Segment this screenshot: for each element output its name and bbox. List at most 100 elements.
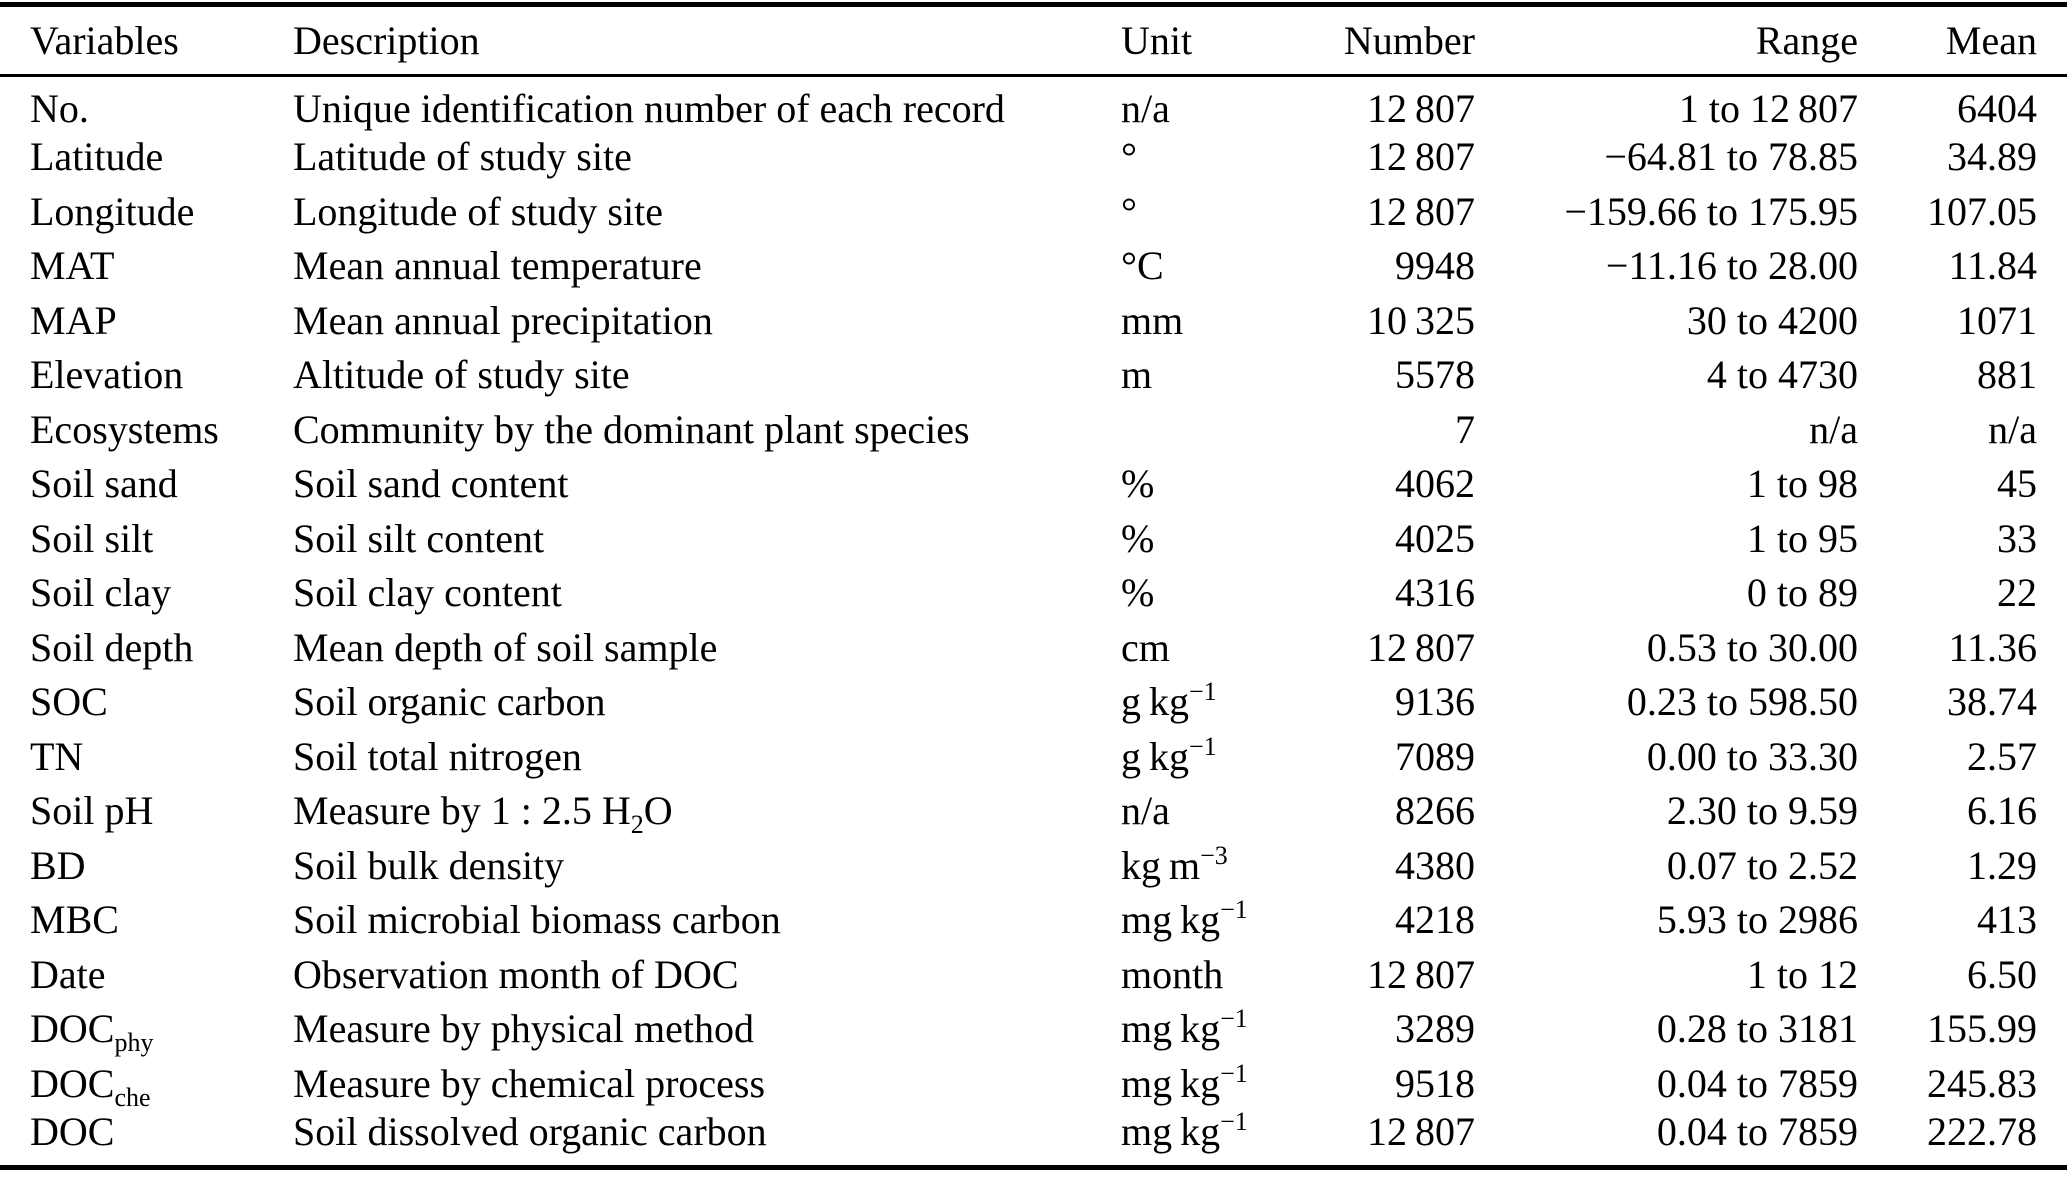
cell-description: Mean depth of soil sample [293,624,718,670]
text-segment: kg m [1121,842,1201,888]
column-header-number: Number [1343,17,1475,63]
cell-mean: 881 [1977,352,2037,398]
table-row: BD Soil bulk density kg m−3 4380 0.07 to 2.5… [0,839,2067,894]
cell-range: 1 to 98 [1746,461,1858,507]
sup-text: −1 [1189,731,1217,761]
cell-description: Community by the dominant plant species [293,406,970,452]
cell-description: Soil clay content [293,570,562,616]
cell-number: 10 325 [1366,297,1475,343]
cell-number: 12 807 [1366,1109,1475,1154]
sup-text: −1 [1220,895,1248,925]
cell-variable: Longitude [30,188,195,234]
cell-unit: g kg−1 [1121,730,1333,785]
cell-description: Mean annual precipitation [293,297,713,343]
table-row: DOCphy Measure by physical method mg kg−1 3… [0,1002,2067,1057]
table-header: Variables Description Unit Number Range Mean [0,5,2067,76]
table-row: Soil silt Soil silt content% 4025 1 to 95 33 [0,512,2067,567]
cell-unit: % [1121,515,1155,561]
cell-variable: Soil depth [30,624,194,670]
cell-mean: 33 [1997,515,2037,561]
cell-description: Measure by 1 : 2.5 H2O [293,784,1121,839]
cell-description: Mean annual temperature [293,243,702,289]
column-header-range: Range [1755,17,1858,63]
cell-unit: mg kg−1 [1121,893,1333,948]
cell-mean: n/a [1988,406,2037,452]
cell-description: Longitude of study site [293,188,663,234]
cell-description: Measure by chemical process [293,1060,766,1106]
cell-unit: cm [1121,624,1170,670]
cell-variable: Soil silt [30,515,154,561]
cell-description: Soil microbial biomass carbon [293,897,781,943]
cell-variable: MAP [30,297,117,343]
sup-text: −1 [1220,1107,1248,1136]
cell-mean: 2.57 [1967,733,2037,779]
sub-text: phy [114,1028,154,1058]
cell-number: 4316 [1395,570,1475,616]
cell-mean: 155.99 [1927,1006,2037,1052]
cell-range: 0.04 to 7859 [1656,1109,1858,1154]
cell-unit: ° [1121,188,1137,234]
table-row: Soil pH Measure by 1 : 2.5 H2O n/a 8266 2.30… [0,784,2067,839]
cell-mean: 6.50 [1967,951,2037,997]
cell-unit: °C [1121,243,1164,289]
cell-unit: mg kg−1 [1121,1002,1333,1057]
cell-number: 4380 [1395,842,1475,888]
cell-number: 12 807 [1366,134,1475,180]
cell-description: Observation month of DOC [293,951,739,997]
cell-description: Soil sand content [293,461,569,507]
sub-text: 2 [630,810,644,840]
cell-number: 12 807 [1366,624,1475,670]
cell-variable: Date [30,951,106,997]
cell-mean: 45 [1997,461,2037,507]
cell-number: 7089 [1395,733,1475,779]
table-row: TN Soil total nitrogen g kg−1 7089 0.00 to 3… [0,730,2067,785]
cell-unit: kg m−3 [1121,839,1333,894]
cell-description: Measure by physical method [293,1006,754,1052]
table-row: No. Unique identification number of each … [0,76,2067,131]
cell-range: 1 to 12 [1746,951,1858,997]
cell-range: 0.28 to 3181 [1656,1006,1858,1052]
cell-mean: 222.78 [1927,1109,2037,1154]
cell-unit: % [1121,570,1155,616]
cell-unit: month [1121,951,1224,997]
cell-variable: No. [30,85,89,131]
text-segment: g kg [1121,733,1190,779]
cell-variable: Soil clay [30,570,172,616]
cell-number: 5578 [1395,352,1475,398]
cell-number: 9948 [1395,243,1475,289]
cell-variable: DOCphy [0,1002,293,1057]
table-row: MAP Mean annual precipitation mm 10 325 30 t… [0,294,2067,349]
cell-mean: 413 [1977,897,2037,943]
cell-unit: % [1121,461,1155,507]
sup-text: −1 [1220,1004,1248,1034]
sup-text: −1 [1220,1058,1248,1088]
text-segment: DOC [30,1060,115,1106]
cell-number: 9518 [1395,1060,1475,1106]
cell-variable: Elevation [30,352,184,398]
cell-range: 0.53 to 30.00 [1646,624,1858,670]
cell-unit [1121,403,1333,458]
cell-range: 30 to 4200 [1686,297,1858,343]
cell-unit: n/a [1121,788,1170,834]
table-row: Soil sand Soil sand content% 4062 1 to 98 45 [0,457,2067,512]
sup-text: −1 [1189,677,1217,707]
table-header-row: Variables Description Unit Number Range Mean [0,5,2067,76]
cell-mean: 1071 [1957,297,2037,343]
cell-unit: m [1121,352,1153,398]
text-segment: mg kg [1121,1109,1221,1154]
cell-variable: TN [30,733,84,779]
cell-variable: Soil pH [30,788,154,834]
text-segment: O [643,788,673,834]
cell-description: Altitude of study site [293,352,630,398]
cell-number: 4062 [1395,461,1475,507]
cell-number: 12 807 [1366,85,1475,131]
cell-mean: 107.05 [1927,188,2037,234]
cell-range: 0.07 to 2.52 [1666,842,1858,888]
cell-mean: 1.29 [1967,842,2037,888]
table-row: Longitude Longitude of study site ° 12 807 −… [0,185,2067,240]
cell-number: 8266 [1395,788,1475,834]
table-body: No. Unique identification number of each … [0,76,2067,1168]
cell-mean: 11.84 [1948,243,2037,289]
cell-unit: ° [1121,134,1137,180]
cell-unit: mm [1121,297,1184,343]
